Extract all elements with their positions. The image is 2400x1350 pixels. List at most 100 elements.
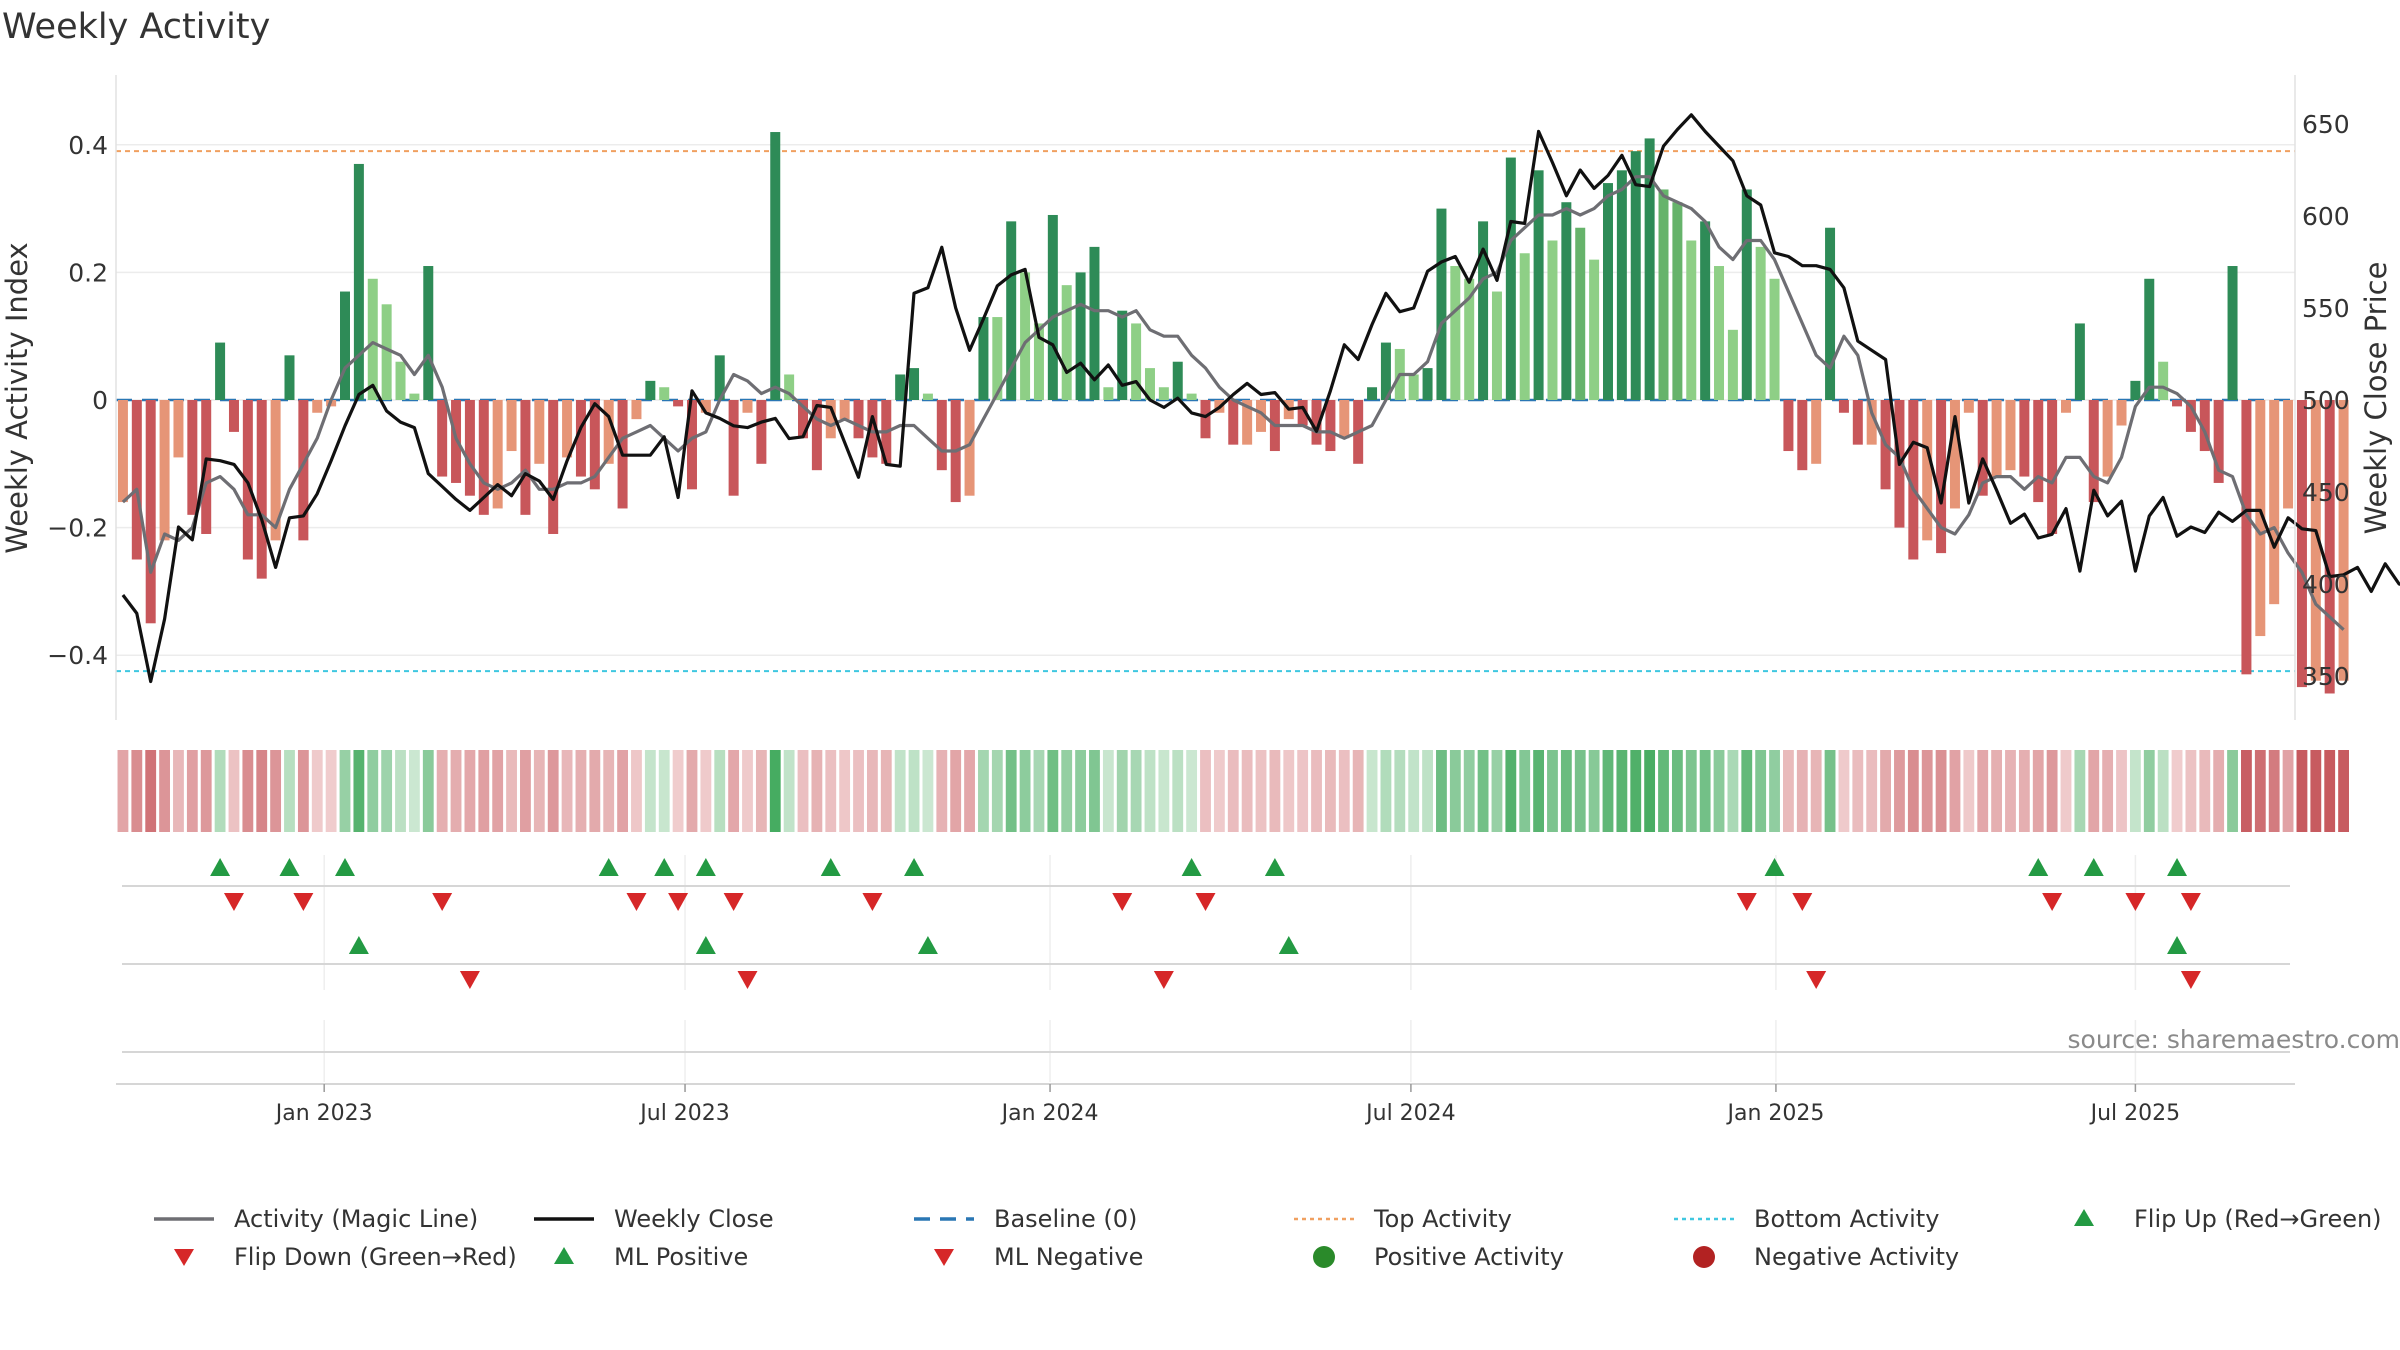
heat-strip-cell: [464, 750, 476, 832]
activity-bar: [895, 374, 906, 400]
heat-strip-cell: [1824, 750, 1836, 832]
activity-bar: [589, 400, 600, 490]
activity-bar: [2199, 400, 2210, 452]
legend-label: Activity (Magic Line): [234, 1205, 479, 1233]
activity-bar: [478, 400, 489, 515]
activity-bar: [2102, 400, 2113, 477]
activity-bar: [117, 400, 128, 503]
heat-strip-cell: [436, 750, 448, 832]
activity-bar: [2088, 400, 2099, 503]
activity-bar: [936, 400, 947, 471]
heat-strip-cell: [173, 750, 184, 832]
y-tick-left: 0.4: [68, 131, 108, 160]
heat-strip-cell: [1963, 750, 1975, 832]
activity-bar: [145, 400, 156, 624]
activity-bar: [1658, 189, 1669, 400]
legend-triangle-up-icon: [2074, 1209, 2094, 1226]
activity-bar: [2324, 400, 2335, 694]
activity-bar: [978, 317, 989, 400]
y-axis-label-right: Weekly Close Price: [2359, 262, 2393, 535]
heat-strip-cell: [353, 750, 365, 832]
legend-item: ML Positive: [530, 1243, 748, 1271]
heat-strip-cell: [742, 750, 753, 832]
heat-strip-cell: [256, 750, 268, 832]
flip-up-marker: [1181, 858, 1202, 876]
legend-symbol: [1313, 1246, 1335, 1268]
activity-bar: [964, 400, 975, 496]
flip-up-marker: [210, 858, 231, 876]
heat-strip-cell: [2074, 750, 2086, 832]
source-credit: source: sharemaestro.com: [2068, 1025, 2400, 1054]
heat-strip-cell: [1089, 750, 1100, 832]
activity-bar: [242, 400, 253, 560]
activity-bar: [2172, 400, 2183, 407]
activity-bar: [1367, 387, 1378, 400]
activity-bar: [1047, 214, 1058, 400]
heat-strip-cell: [1852, 750, 1864, 832]
heat-strip-cell: [2268, 750, 2280, 832]
heat-strip-cell: [1380, 750, 1392, 832]
activity-bar: [1103, 387, 1114, 400]
y-tick-right: 350: [2302, 662, 2350, 691]
heat-strip-cell: [1755, 750, 1767, 832]
heat-strip-cell: [811, 750, 823, 832]
heat-strip-cell: [520, 750, 531, 832]
heat-strip-cell: [1186, 750, 1198, 832]
heat-strip-cell: [1949, 750, 1961, 832]
legend-item: ML Negative: [910, 1243, 1143, 1271]
legend-item: Baseline (0): [910, 1205, 1137, 1233]
activity-bar: [1256, 400, 1267, 432]
heat-strip-cell: [631, 750, 642, 832]
legend-label: Baseline (0): [994, 1205, 1138, 1233]
flip-down-marker: [626, 893, 647, 911]
heat-strip-cell: [2171, 750, 2183, 832]
flip-down-marker: [2042, 893, 2063, 911]
activity-bar: [659, 387, 670, 400]
flip-down-marker: [1112, 893, 1133, 911]
activity-bar: [228, 400, 239, 432]
activity-bar: [2213, 400, 2224, 483]
heat-strip-cell: [1047, 750, 1059, 832]
heat-strip-cell: [395, 750, 406, 832]
heat-strip-cell: [214, 750, 226, 832]
flip-up-marker: [820, 858, 841, 876]
heat-strip-cell: [964, 750, 975, 832]
activity-bar: [1436, 208, 1447, 400]
heat-strip-cell: [1019, 750, 1031, 832]
heat-strip-cell: [1783, 750, 1794, 832]
activity-bar: [312, 400, 323, 413]
heat-strip-cell: [866, 750, 878, 832]
heat-strip-cell: [1255, 750, 1267, 832]
activity-bar: [1505, 157, 1516, 400]
legend-label: Positive Activity: [1374, 1243, 1564, 1271]
activity-bar: [2144, 278, 2155, 400]
legend-item: Weekly Close: [530, 1205, 774, 1233]
activity-bar: [1339, 400, 1350, 439]
activity-bar: [1991, 400, 2002, 477]
flip-down-marker: [862, 893, 883, 911]
heat-strip-cell: [1727, 750, 1739, 832]
activity-bar: [770, 132, 781, 401]
heat-strip-cell: [145, 750, 157, 832]
heat-strip-cell: [714, 750, 726, 832]
heat-strip-cell: [1991, 750, 2003, 832]
y-tick-right: 500: [2302, 386, 2350, 415]
x-tick-label: Jul 2023: [638, 1101, 730, 1126]
activity-bar: [2033, 400, 2044, 503]
heat-strip-cell: [589, 750, 601, 832]
axes-layer: 0.4 0.2 0 −0.2 −0.4 650 600 550 500 450 400 350: [47, 75, 2350, 720]
heat-strip-cell: [853, 750, 864, 832]
activity-bar: [1464, 278, 1475, 400]
ml-positive-marker: [1278, 936, 1299, 954]
activity-bar: [853, 400, 864, 439]
ml-positive-marker: [348, 936, 369, 954]
activity-bar: [1797, 400, 1808, 471]
legend-label: Flip Up (Red→Green): [2134, 1205, 2382, 1233]
heat-strip-cell: [2282, 750, 2294, 832]
flip-up-marker: [2028, 858, 2049, 876]
activity-bar: [284, 355, 295, 400]
x-tick-label: Jul 2025: [2089, 1101, 2181, 1126]
heat-strip-cell: [1796, 750, 1808, 832]
activity-bar: [2185, 400, 2196, 432]
activity-bar: [1838, 400, 1849, 413]
